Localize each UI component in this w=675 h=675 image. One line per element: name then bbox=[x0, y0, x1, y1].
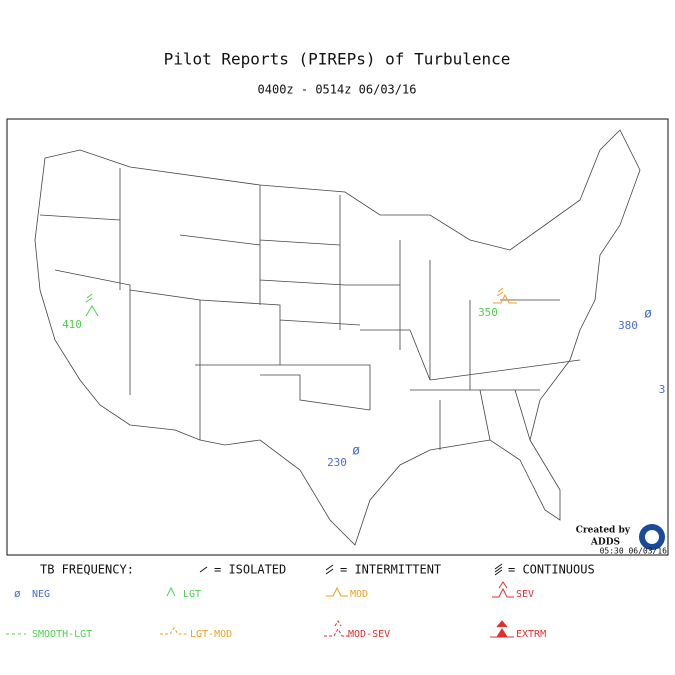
legend-intensity: EXTRM bbox=[516, 629, 546, 640]
legend-intensity: MOD bbox=[350, 589, 368, 600]
extrm-symbol bbox=[490, 620, 514, 638]
report-label: 380 bbox=[618, 319, 638, 332]
noaa-logo-inner bbox=[645, 530, 659, 544]
credit-line: ADDS bbox=[590, 538, 620, 548]
neg-symbol: ø bbox=[352, 444, 360, 459]
continuous-symbol bbox=[494, 563, 503, 576]
legend-intensity: SEV bbox=[516, 589, 534, 600]
report-380: ø 380 bbox=[618, 307, 652, 333]
legend-title: TB FREQUENCY: bbox=[40, 563, 134, 577]
isolated-symbol bbox=[199, 566, 208, 573]
lgt-symbol bbox=[166, 586, 176, 597]
legend-intensity: LGT-MOD bbox=[190, 629, 232, 640]
report-230: ø 230 bbox=[327, 444, 360, 470]
legend: TB FREQUENCY: = ISOLATED = INTERMITTENT … bbox=[6, 563, 595, 640]
report-label: 230 bbox=[327, 456, 347, 469]
mod-symbol bbox=[493, 287, 517, 304]
report-label: 350 bbox=[478, 306, 498, 319]
neg-symbol: ø bbox=[644, 307, 652, 322]
legend-intensity: LGT bbox=[183, 589, 201, 600]
credit-line: Created by bbox=[576, 526, 631, 536]
state-lines bbox=[39, 168, 581, 450]
legend-intensity: NEG bbox=[32, 589, 50, 600]
credit: Created by ADDS 05:30 06/03/16 bbox=[576, 524, 667, 556]
sev-symbol bbox=[492, 581, 514, 598]
legend-frequency: = ISOLATED bbox=[214, 563, 286, 577]
us-outline bbox=[34, 129, 641, 546]
legend-intensity: SMOOTH-LGT bbox=[32, 629, 92, 640]
intermittent-symbol bbox=[325, 564, 334, 575]
mod-sev-symbol bbox=[324, 620, 352, 637]
report-label: 3 bbox=[659, 383, 666, 396]
subtitle: 0400z - 0514z 06/03/16 bbox=[258, 83, 417, 97]
report-410: 410 bbox=[62, 293, 99, 331]
legend-frequency: = CONTINUOUS bbox=[508, 563, 595, 577]
lgt-mod-symbol bbox=[160, 627, 188, 635]
report-350: 350 bbox=[478, 287, 517, 319]
report-label: 410 bbox=[62, 318, 82, 331]
neg-symbol: ø bbox=[14, 587, 21, 600]
map bbox=[34, 129, 641, 546]
mod-symbol bbox=[326, 586, 348, 597]
map-frame bbox=[6, 118, 669, 556]
legend-intensity: MOD-SEV bbox=[348, 629, 390, 640]
lgt-symbol bbox=[85, 293, 99, 317]
legend-frequency: = INTERMITTENT bbox=[340, 563, 441, 577]
timestamp: 05:30 06/03/16 bbox=[600, 547, 668, 556]
title: Pilot Reports (PIREPs) of Turbulence bbox=[164, 50, 511, 69]
